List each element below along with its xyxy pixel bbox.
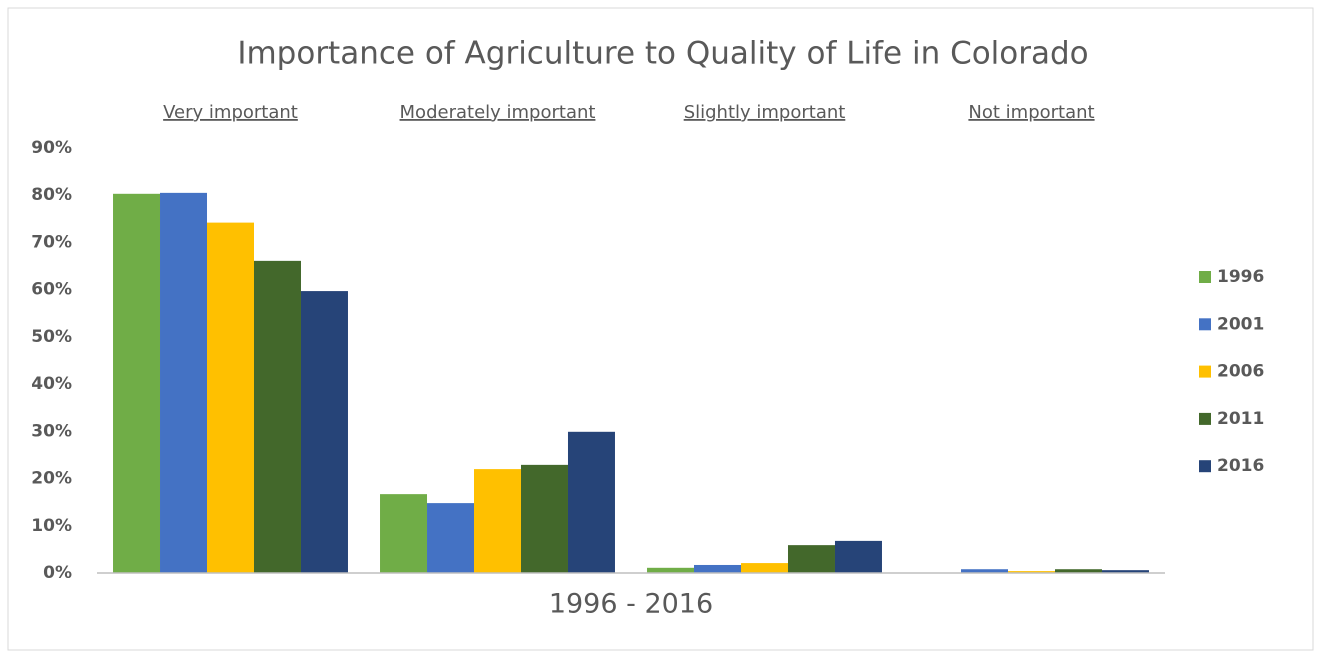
bar	[113, 193, 161, 574]
y-tick-label: 20%	[31, 469, 72, 489]
bar	[741, 563, 788, 573]
bar	[567, 431, 615, 573]
bar	[834, 540, 882, 573]
y-tick-label: 70%	[31, 232, 72, 252]
legend-swatch	[1199, 412, 1211, 425]
category-label: Not important	[968, 102, 1094, 123]
legend-label: 2001	[1217, 314, 1264, 334]
bar	[694, 564, 742, 573]
bar	[207, 222, 254, 573]
y-tick-label: 30%	[31, 421, 72, 441]
category-label: Moderately important	[400, 102, 596, 123]
bar	[1008, 571, 1055, 573]
y-tick-label: 80%	[31, 185, 72, 205]
legend-swatch	[1199, 365, 1211, 378]
legend-label: 2006	[1217, 362, 1264, 382]
y-tick-label: 0%	[43, 563, 72, 583]
bar	[520, 464, 568, 573]
legend-swatch	[1199, 271, 1211, 283]
y-tick-label: 90%	[31, 138, 72, 158]
category-label: Slightly important	[684, 102, 846, 123]
bar	[160, 192, 208, 573]
chart-title: Importance of Agriculture to Quality of …	[237, 36, 1088, 72]
legend-swatch	[1199, 460, 1211, 473]
y-tick-label: 40%	[31, 374, 72, 394]
bar	[961, 569, 1009, 573]
bar	[253, 260, 301, 573]
bar	[474, 469, 521, 573]
legend-label: 1996	[1217, 267, 1264, 287]
bar	[787, 545, 835, 573]
y-tick-label: 60%	[31, 280, 72, 300]
bar	[647, 567, 695, 573]
bar	[427, 503, 475, 573]
legend-swatch	[1199, 318, 1211, 331]
y-tick-label: 50%	[31, 327, 72, 347]
legend-label: 2011	[1217, 409, 1264, 429]
legend-label: 2016	[1217, 456, 1264, 476]
bar	[300, 291, 348, 573]
bar	[1054, 569, 1102, 573]
y-tick-label: 10%	[31, 516, 72, 536]
category-label: Very important	[163, 102, 298, 123]
x-axis-label: 1996 - 2016	[549, 589, 713, 620]
bar	[1101, 570, 1149, 573]
bar	[380, 494, 428, 573]
